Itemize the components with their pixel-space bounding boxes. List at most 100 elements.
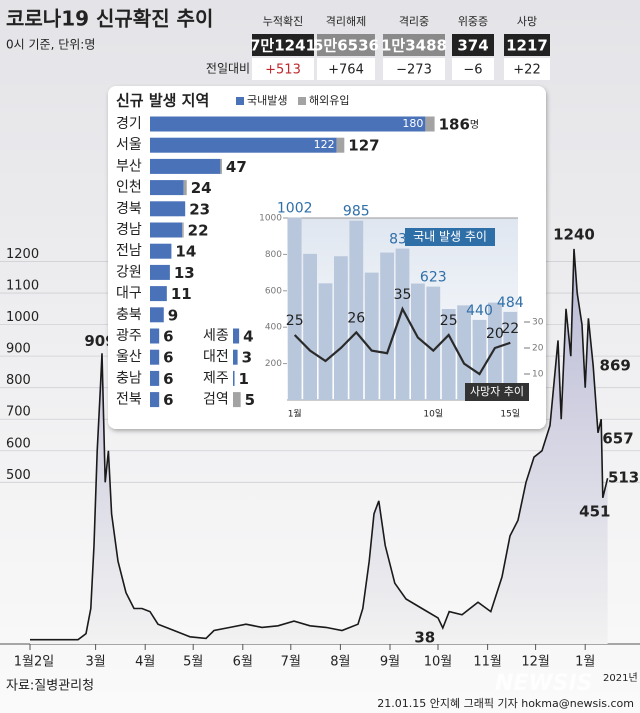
region-label: 전북	[116, 392, 142, 408]
value-label: 1240	[553, 225, 595, 243]
bar	[150, 392, 160, 408]
bar	[150, 116, 426, 132]
bar	[150, 264, 170, 280]
y-tick-label: 500	[6, 468, 31, 483]
region-title: 신규 발생 지역	[116, 92, 209, 110]
total-label: 9	[168, 306, 178, 324]
total-label: 6	[163, 349, 173, 367]
callout-box	[465, 383, 529, 401]
x-tick-label: 10일	[423, 409, 443, 420]
source: 자료:질병관리청	[6, 679, 94, 694]
x-tick-label: 12월	[521, 655, 550, 670]
bar-value-label: 440	[466, 303, 493, 319]
death-value-label: 25	[440, 313, 458, 329]
y-tick-label: 900	[6, 342, 31, 357]
bar-value-label: 623	[420, 270, 447, 286]
bar	[150, 349, 160, 365]
x-tick-label: 1월	[575, 655, 595, 670]
bar	[472, 319, 487, 400]
x-tick-label: 6월	[233, 655, 253, 670]
x-tick-label: 11월	[473, 655, 502, 670]
header: 코로나19 신규확진 추이 0시 기준, 단위:명 전일대비 누적확진 7만124…	[6, 7, 550, 80]
total-label: 47	[226, 158, 247, 176]
x-tick-label: 4월	[135, 655, 155, 670]
bar	[425, 116, 435, 132]
stat-box	[252, 34, 314, 56]
total-label: 13	[174, 264, 195, 282]
stat-change: −6	[463, 63, 482, 78]
death-value-label: 22	[501, 321, 519, 337]
death-line	[293, 306, 511, 376]
legend-label: 국내발생	[247, 94, 287, 107]
value-label: 38	[414, 629, 435, 647]
y-tick-label: 400	[265, 323, 282, 333]
value-label: 513	[608, 469, 639, 487]
change-box	[317, 58, 375, 80]
credit: 21.01.15 안지혜 그래픽 기자 hokma@newsis.com	[377, 697, 634, 710]
region-label: 경기	[116, 116, 142, 132]
change-box	[383, 58, 445, 80]
stat-box	[317, 34, 375, 56]
death-value-label: 25	[286, 313, 304, 329]
x-tick-label: 1월	[288, 408, 302, 420]
region-label: 울산	[116, 349, 142, 365]
change-label: 전일대비	[206, 62, 250, 76]
legend-swatch	[298, 97, 306, 105]
value-label: 657	[602, 429, 633, 447]
total-label: 186명	[439, 116, 480, 134]
bar	[426, 286, 441, 400]
x-tick-label: 15일	[500, 409, 520, 420]
bar	[488, 302, 502, 400]
total-label: 3	[242, 349, 252, 367]
change-box	[504, 58, 550, 80]
y-tick-label: 800	[6, 373, 31, 388]
legend-swatch	[236, 97, 244, 105]
bar	[150, 370, 160, 386]
stat-label: 격리해제	[326, 14, 366, 28]
death-value-label: 20	[486, 326, 504, 342]
total-label: 11	[171, 285, 192, 303]
bar	[336, 137, 345, 153]
bar	[364, 272, 379, 400]
inner-label: 122	[314, 138, 335, 151]
total-label: 4	[243, 328, 253, 346]
death-value-label: 26	[347, 310, 365, 326]
bar	[220, 158, 222, 174]
stat-change: −273	[396, 63, 432, 78]
value-label: 909	[84, 332, 115, 350]
legend-label: 해외유입	[309, 93, 349, 107]
bar-value-label: 484	[497, 295, 524, 311]
bar	[334, 256, 348, 400]
bar	[150, 243, 172, 259]
y-tick-label: 1000	[259, 214, 282, 224]
title: 코로나19 신규확진 추이	[6, 7, 213, 31]
series-callout: 사망자 추이	[470, 385, 524, 398]
total-label: 5	[245, 391, 255, 409]
total-label: 14	[175, 243, 196, 261]
stat-label: 누적확진	[263, 15, 303, 28]
inner-label: 180	[402, 117, 423, 130]
y-tick-label: 600	[265, 286, 282, 296]
stat-value: 1만3488	[381, 37, 447, 55]
y-tick-label: 600	[6, 436, 31, 451]
y-tick-label: 1200	[6, 247, 39, 262]
y-tick-label: 700	[6, 405, 31, 420]
stat-change: +22	[513, 63, 540, 78]
total-label: 1	[239, 370, 249, 388]
stat-label: 위중증	[458, 15, 488, 28]
subtitle: 0시 기준, 단위:명	[6, 38, 95, 52]
total-label: 22	[188, 222, 209, 240]
bar	[380, 252, 394, 400]
bar	[441, 309, 456, 400]
stat-change: +513	[265, 63, 301, 78]
value-label: 869	[600, 356, 631, 374]
bar	[182, 222, 184, 238]
callout-box	[405, 228, 495, 246]
region-label: 광주	[116, 328, 142, 344]
stat-change: +764	[328, 63, 364, 78]
year-label: 2021년	[603, 672, 638, 684]
region-label: 인천	[116, 180, 142, 196]
